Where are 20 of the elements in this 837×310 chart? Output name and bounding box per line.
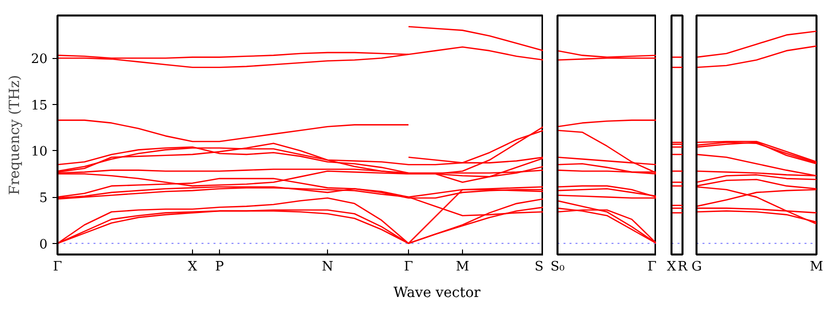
x-tick-label: Γ: [404, 260, 414, 274]
y-tick-label: 5: [39, 191, 48, 206]
y-tick-label: 0: [39, 237, 48, 252]
x-tick-label: Γ: [647, 260, 657, 274]
x-tick-label: P: [215, 260, 224, 274]
x-axis-title: Wave vector: [394, 284, 480, 303]
y-tick-label: 20: [30, 52, 48, 68]
x-tick-label: M: [810, 260, 824, 274]
x-tick-label: X: [666, 260, 677, 274]
y-tick-label: 15: [30, 98, 48, 114]
x-tick-label: N: [322, 260, 334, 274]
y-axis-title: Frequency (THz): [6, 74, 23, 196]
y-tick-label: 10: [30, 144, 48, 160]
x-tick-label: M: [456, 260, 470, 274]
x-tick-label: S₀: [550, 260, 565, 274]
x-tick-label: R: [678, 260, 689, 274]
x-tick-label: G: [692, 260, 702, 274]
x-tick-label: X: [188, 260, 198, 274]
x-tick-label: Γ: [52, 260, 62, 274]
x-tick-label: S: [534, 260, 544, 274]
